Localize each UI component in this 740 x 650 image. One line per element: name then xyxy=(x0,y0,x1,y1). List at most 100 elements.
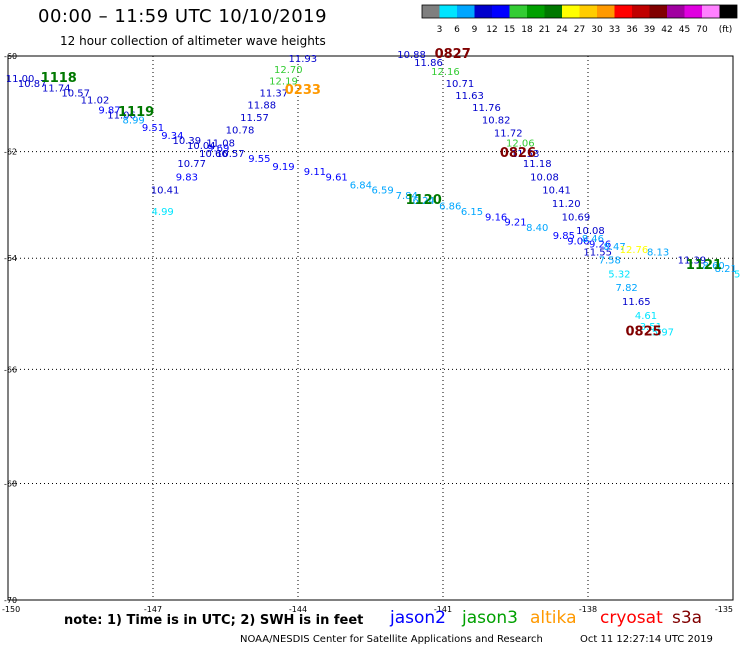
wave-height-value: 6.15 xyxy=(461,207,483,218)
colorbar-swatch xyxy=(702,5,720,18)
wave-height-value: 11.37 xyxy=(260,88,289,99)
plot-frame xyxy=(7,55,734,601)
colorbar-swatch xyxy=(544,5,562,18)
pass-time-label: 1119 xyxy=(118,105,154,120)
colorbar-swatch xyxy=(579,5,597,18)
colorbar-tick-label: 18 xyxy=(521,25,533,35)
colorbar-tick-label: 36 xyxy=(626,25,638,35)
colorbar-tick-label: 12 xyxy=(486,25,497,35)
satellite-legend-cryosat: cryosat xyxy=(600,608,663,628)
longitude-tick-label: -147 xyxy=(144,605,162,614)
wave-height-value: 5.32 xyxy=(608,269,630,280)
latitude-tick-label: -60 xyxy=(4,52,17,61)
wave-height-value: 10.78 xyxy=(226,126,255,137)
longitude-tick-label: -135 xyxy=(715,605,733,614)
latitude-tick-label: -66 xyxy=(4,365,17,374)
pass-time-label: 0827 xyxy=(435,47,471,62)
wave-height-value: 4.61 xyxy=(635,311,657,322)
satellite-legend-s3a: s3a xyxy=(672,608,703,628)
satellite-legend-altika: altika xyxy=(530,608,577,628)
colorbar-swatch xyxy=(527,5,545,18)
wave-height-value: 9.51 xyxy=(142,123,164,134)
wave-height-value: 11.18 xyxy=(523,159,552,170)
colorbar-tick-label: 24 xyxy=(556,25,568,35)
colorbar-tick-label: 30 xyxy=(591,25,603,35)
wave-height-value: 7.84 xyxy=(396,191,418,202)
wave-height-value: 8.47 xyxy=(603,242,625,253)
chart-subtitle: 12 hour collection of altimeter wave hei… xyxy=(60,34,326,48)
wave-height-value: 10.41 xyxy=(151,186,180,197)
wave-height-value: 12.06 xyxy=(506,139,535,150)
wave-height-value: 10.77 xyxy=(177,159,206,170)
colorbar-tick-label: 39 xyxy=(644,25,656,35)
wave-height-value: 11.06 xyxy=(107,111,136,122)
latitude-tick-label: -68 xyxy=(4,479,17,488)
colorbar-swatch xyxy=(509,5,527,18)
colorbar-tick-label: 3 xyxy=(437,25,443,35)
wave-height-value: 9.06 xyxy=(567,237,589,248)
wave-height-value: 5.09 xyxy=(734,269,740,280)
wave-height-value: 10.08 xyxy=(576,226,605,237)
colorbar-swatch xyxy=(719,5,737,18)
colorbar-tick-label: 42 xyxy=(661,25,672,35)
colorbar-legend: 3 6 9 12 15 18 21 24 27 30 33 36 39 42 45 70 (ft) xyxy=(421,4,738,35)
wave-height-labels: 11.0010.8711.7410.5711.029.8711.068.999.… xyxy=(6,0,740,339)
colorbar-swatch xyxy=(492,5,510,18)
wave-height-value: 8.21 xyxy=(715,264,737,275)
wave-height-value: 6.86 xyxy=(439,202,461,213)
wave-height-value: 11.55 xyxy=(583,247,612,258)
wave-height-value: 6.84 xyxy=(350,180,372,191)
wave-height-value: 10.39 xyxy=(173,136,202,147)
wave-height-value: 12.70 xyxy=(274,65,303,76)
longitude-tick-label: -138 xyxy=(579,605,597,614)
colorbar-tick-label: (ft) xyxy=(719,25,733,35)
colorbar-tick-label: 15 xyxy=(504,25,515,35)
colorbar-tick-label: 45 xyxy=(679,25,690,35)
pass-time-label: 0233 xyxy=(285,83,321,98)
wave-height-value: 8.99 xyxy=(123,116,145,127)
wave-height-value: 8.13 xyxy=(647,247,669,258)
axis-tick-labels: -60 -62 -64 -66 -68 -70-150 -147 -144 -141 -138 -1… xyxy=(2,52,733,614)
wave-height-value: 9.26 xyxy=(589,239,611,250)
wave-height-value: 9.21 xyxy=(504,218,526,229)
wave-height-value: 10.57 xyxy=(61,88,90,99)
colorbar-tick-label: 21 xyxy=(539,25,550,35)
colorbar-swatch xyxy=(562,5,580,18)
pass-time-label: 1118 xyxy=(41,71,77,86)
longitude-tick-label: -141 xyxy=(434,605,452,614)
wave-height-value: 9.85 xyxy=(553,231,575,242)
colorbar-swatch xyxy=(474,5,492,18)
satellite-legend-jason3: jason3 xyxy=(462,608,518,628)
wave-height-value: 10.82 xyxy=(482,116,511,127)
wave-height-value: 11.74 xyxy=(42,84,71,95)
colorbar-tick-label: 9 xyxy=(472,25,478,35)
wave-height-value: 11.63 xyxy=(455,91,484,102)
wave-height-value: 11.72 xyxy=(494,128,523,139)
satellite-legend-jason2: jason2 xyxy=(390,608,446,628)
wave-height-value: 11.65 xyxy=(622,297,651,308)
wave-height-value: 10.88 xyxy=(397,50,426,61)
wave-height-value: 9.87 xyxy=(98,106,120,117)
wave-height-value: 4.99 xyxy=(152,207,174,218)
units-note: note: 1) Time is in UTC; 2) SWH is in fe… xyxy=(64,613,364,628)
wave-height-value: 10.66 xyxy=(199,149,228,160)
wave-height-value: 7.58 xyxy=(599,256,621,267)
colorbar-tick-label: 6 xyxy=(454,25,460,35)
wave-height-value: 8.46 xyxy=(582,234,604,245)
wave-height-value: 11.93 xyxy=(289,54,318,65)
wave-height-value: 9.61 xyxy=(326,172,348,183)
colorbar-tick-label: 70 xyxy=(696,25,708,35)
pass-time-label: 0232 xyxy=(314,0,350,4)
wave-height-value: 9.16 xyxy=(485,212,507,223)
latitude-tick-label: -62 xyxy=(4,148,17,157)
footer-credit: NOAA/NESDIS Center for Satellite Applica… xyxy=(240,634,543,645)
colorbar-tick-label: 33 xyxy=(609,25,620,35)
pass-time-label: 1121 xyxy=(686,258,722,273)
map-grid xyxy=(7,55,734,601)
wave-height-value: 9.19 xyxy=(272,162,294,173)
longitude-tick-label: -150 xyxy=(2,605,20,614)
wave-height-value: 9.11 xyxy=(304,167,326,178)
pass-time-label: 0826 xyxy=(500,146,536,161)
wave-height-value: 10.08 xyxy=(530,172,559,183)
wave-height-value: 6.59 xyxy=(371,186,393,197)
